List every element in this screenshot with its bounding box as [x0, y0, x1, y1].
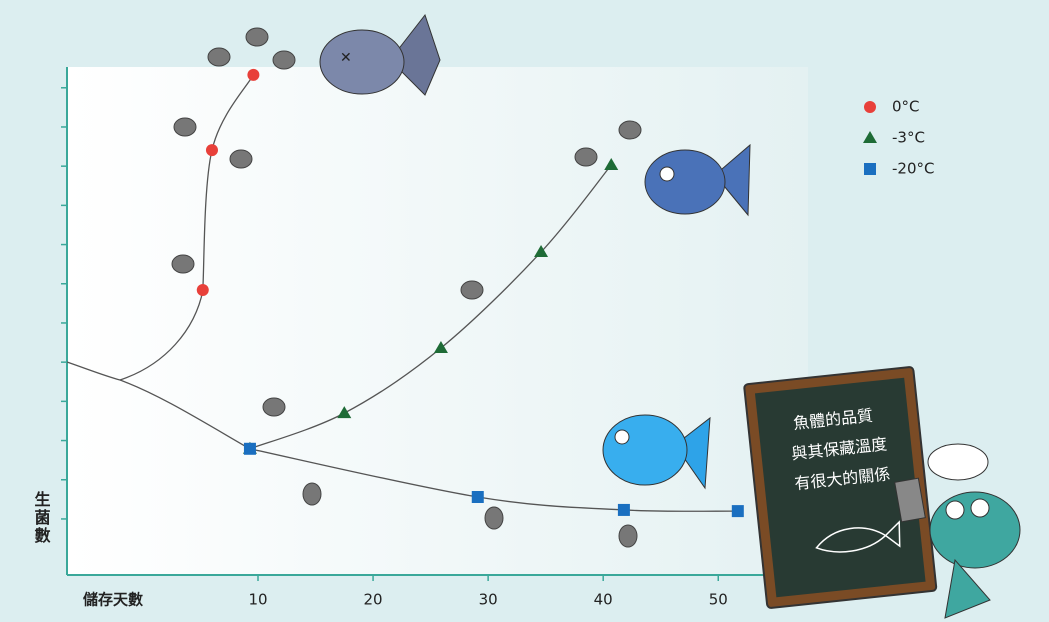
point	[604, 157, 619, 170]
x-tick-label: 20	[364, 591, 383, 609]
legend-label: -20°C	[892, 160, 934, 178]
branch-curve	[119, 289, 204, 381]
bacteria-decor	[171, 27, 642, 548]
x-tick-label: 50	[709, 591, 728, 609]
legend-marker	[863, 131, 877, 143]
legend-marker	[864, 101, 876, 113]
point	[243, 442, 256, 455]
point	[196, 284, 209, 297]
x-tick-label: 30	[479, 591, 498, 609]
chalkboard: 魚體的品質 與其保藏溫度 有很大的關係	[743, 366, 938, 609]
point	[433, 341, 448, 354]
point	[731, 505, 744, 518]
point	[534, 245, 549, 258]
series-line	[249, 448, 738, 512]
legend-label: 0°C	[892, 98, 920, 116]
point	[205, 144, 218, 157]
y-axis-label: 生菌數	[32, 490, 51, 545]
legend-marker	[864, 163, 876, 175]
svg-text:✕: ✕	[340, 50, 352, 66]
point	[247, 68, 260, 81]
x-axis-label: 儲存天數	[83, 591, 143, 609]
point	[617, 503, 630, 516]
point	[337, 406, 352, 419]
x-tick-label: 10	[248, 591, 267, 609]
fish-dead: ✕	[319, 13, 441, 96]
legend-label: -3°C	[892, 129, 925, 147]
point	[471, 490, 484, 503]
fish-lightblue	[602, 414, 711, 490]
fish-blue	[644, 143, 751, 217]
x-tick-label: 40	[594, 591, 613, 609]
trunk-curve	[66, 361, 251, 450]
plot-area	[67, 67, 808, 575]
marks: 10 20 30 40 50 0°C -3°C -20°C	[61, 68, 934, 609]
chef-fish	[894, 443, 1021, 619]
